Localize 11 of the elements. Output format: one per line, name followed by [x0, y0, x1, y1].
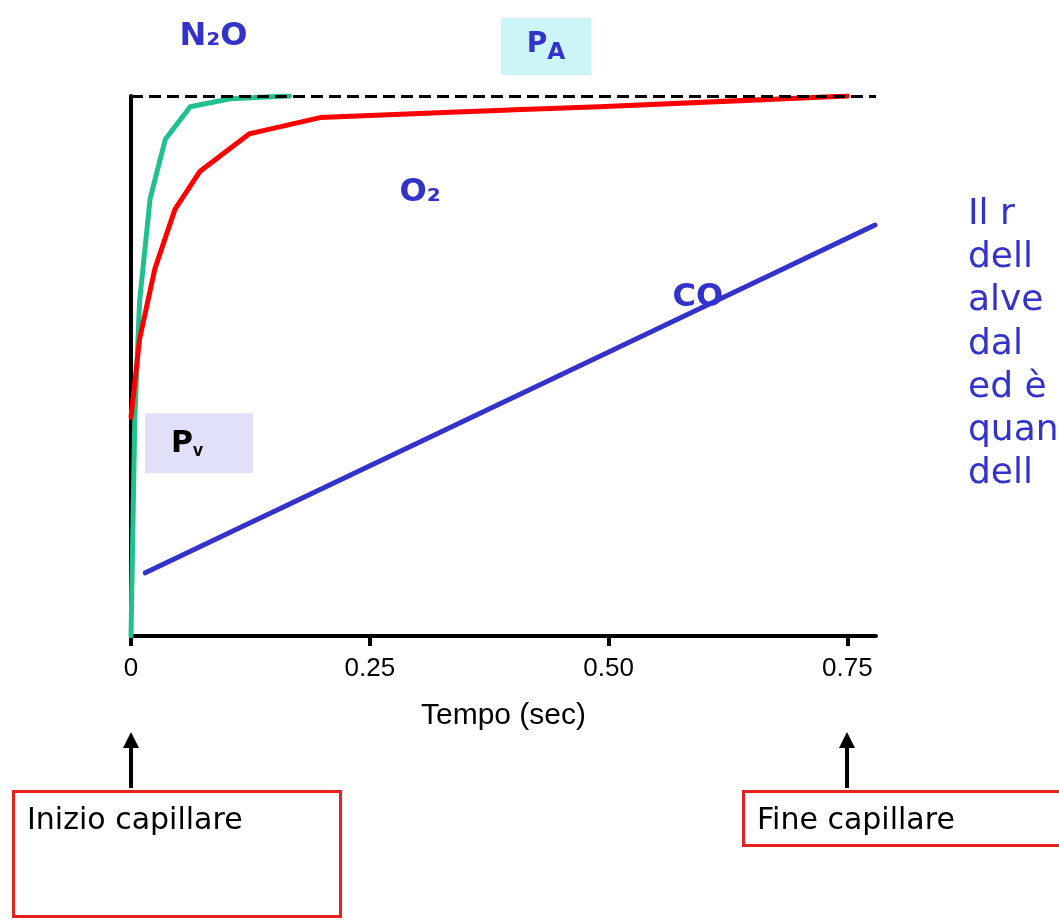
text: Inizio capillare [12, 790, 342, 918]
ref-line-label: P$_{A}$ [500, 18, 592, 75]
x-tick-label: 0.75 [822, 652, 873, 682]
x-tick-label: 0 [123, 652, 139, 682]
x-tick-label: 0.50 [583, 652, 634, 682]
text: Il r dell alve dal ed è quan dell [968, 190, 1059, 493]
series-label: N₂O [179, 15, 248, 53]
x-tick-label: 0.25 [344, 652, 396, 682]
text: Fine capillare [742, 790, 1059, 847]
series-label: O₂ [399, 170, 441, 209]
x-axis-title: Tempo (sec) [420, 696, 587, 730]
